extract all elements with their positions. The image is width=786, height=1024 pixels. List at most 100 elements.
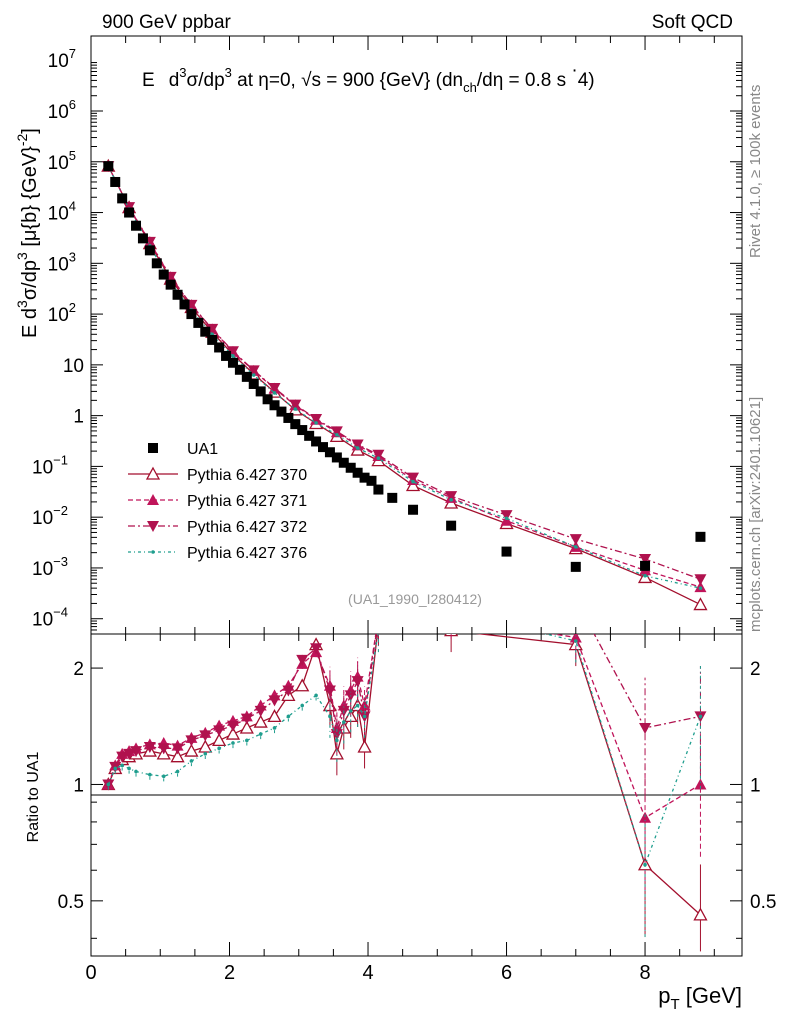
- series-point-p372: [372, 449, 385, 461]
- ratio-point-p372: [268, 695, 281, 707]
- ratio-point-p376: [328, 714, 332, 719]
- data-point: [366, 475, 377, 486]
- y-axis-label: E d3σ/dp3 [μ{b} {GeV}-2]: [14, 128, 41, 338]
- ratio-point-p370: [170, 749, 185, 763]
- ratio-point-p370: [198, 739, 213, 753]
- ratio-point-p376: [161, 774, 166, 779]
- data-point: [338, 457, 349, 468]
- ratio-point-p376: [362, 714, 367, 719]
- ratio-tick-label-left: 0.5: [58, 892, 84, 913]
- data-point: [446, 520, 457, 531]
- ratio-point-p376: [203, 752, 208, 756]
- series-point-p376: [355, 446, 360, 450]
- ratio-point-p370: [225, 726, 241, 740]
- series-point-p370: [693, 597, 708, 611]
- data-point: [221, 350, 232, 361]
- x-tick-label: 8: [639, 962, 650, 984]
- ratio-point-p370: [693, 907, 708, 921]
- data-point: [179, 299, 190, 310]
- ratio-point-p372: [130, 746, 143, 758]
- ratio-point-p370: [295, 678, 310, 692]
- data-point: [137, 233, 148, 244]
- data-point: [408, 504, 419, 515]
- ratio-point-p370: [372, 618, 384, 629]
- data-point: [172, 289, 183, 300]
- data-point: [131, 220, 142, 231]
- ratio-point-p371: [372, 612, 384, 623]
- data-point: [304, 430, 315, 441]
- ratio-tick-label-left: 2: [73, 659, 84, 680]
- data-point: [324, 447, 335, 458]
- ratio-point-p372: [185, 735, 198, 747]
- series-point-p376: [272, 391, 277, 395]
- series-point-p376: [698, 586, 703, 590]
- ratio-point-p376: [231, 741, 235, 745]
- series-point-p372: [500, 510, 513, 522]
- ratio-point-p372: [310, 643, 323, 655]
- x-tick-label: 6: [501, 962, 512, 984]
- ratio-point-p376: [377, 629, 381, 633]
- series-point-p372: [268, 383, 281, 395]
- y-tick-label: 102: [48, 300, 76, 326]
- header-left: 900 GeV ppbar: [102, 12, 232, 33]
- series-point-p372: [226, 346, 239, 358]
- ratio-point-p370: [239, 720, 254, 734]
- series-point-p376: [293, 407, 298, 411]
- data-point: [186, 309, 197, 320]
- series-point-p376: [573, 545, 578, 549]
- data-point: [331, 452, 342, 463]
- data-point: [151, 258, 162, 269]
- series-line-p376: [107, 165, 701, 589]
- series-point-p370: [405, 478, 421, 492]
- ratio-point-p372: [171, 743, 184, 755]
- data-point: [165, 279, 176, 290]
- ratio-point-p372: [282, 685, 295, 697]
- data-point: [262, 394, 273, 405]
- data-point: [234, 364, 245, 375]
- data-point: [387, 492, 398, 503]
- data-point: [144, 245, 155, 256]
- ratio-point-p376: [286, 714, 291, 719]
- data-point: [276, 406, 287, 417]
- ratio-point-p372: [323, 685, 336, 697]
- ratio-tick-label-right: 0.5: [750, 892, 776, 913]
- main-series-group: [101, 158, 708, 611]
- ratio-point-p376: [272, 726, 277, 730]
- data-point: [227, 357, 238, 368]
- ratio-point-p372: [157, 743, 170, 755]
- y-tick-label: 10−2: [32, 503, 68, 529]
- ratio-point-p376: [189, 759, 194, 763]
- data-point: [352, 467, 363, 478]
- legend: UA1 Pythia 6.427 370 Pythia 6.427 371 Pythi…: [128, 441, 307, 562]
- legend-marker-p370: [145, 466, 161, 480]
- series-point-p372: [694, 574, 707, 586]
- ratio-point-p372: [240, 713, 253, 725]
- y-tick-label: 1: [73, 407, 84, 428]
- data-point: [359, 472, 370, 483]
- ratio-point-p372: [351, 676, 364, 688]
- ratio-point-p370: [357, 739, 372, 753]
- x-tick-label: 2: [224, 962, 235, 984]
- legend-label-p372: Pythia 6.427 372: [187, 519, 307, 536]
- ratio-point-p372: [372, 613, 384, 624]
- ratio-point-p376: [245, 738, 249, 743]
- data-point: [103, 161, 114, 172]
- data-point: [269, 400, 280, 411]
- mcplots-label: mcplots.cern.ch [arXiv:2401.10621]: [747, 397, 764, 632]
- ratio-point-p372: [570, 595, 582, 606]
- ratio-point-p376: [120, 763, 124, 768]
- ratio-point-p376: [449, 610, 453, 614]
- ratio-point-p376: [698, 714, 703, 719]
- ratio-point-p372: [199, 730, 212, 742]
- data-point: [241, 371, 252, 382]
- ratio-point-p372: [296, 654, 309, 666]
- ratio-point-p371: [569, 634, 582, 643]
- series-point-p376: [449, 497, 453, 502]
- data-point: [570, 561, 581, 572]
- rivet-label: Rivet 4.1.0, ≥ 100k events: [747, 85, 764, 258]
- series-point-p372: [330, 426, 343, 438]
- data-point: [283, 412, 294, 423]
- series-point-p376: [411, 479, 415, 484]
- ratio-point-p376: [300, 703, 305, 708]
